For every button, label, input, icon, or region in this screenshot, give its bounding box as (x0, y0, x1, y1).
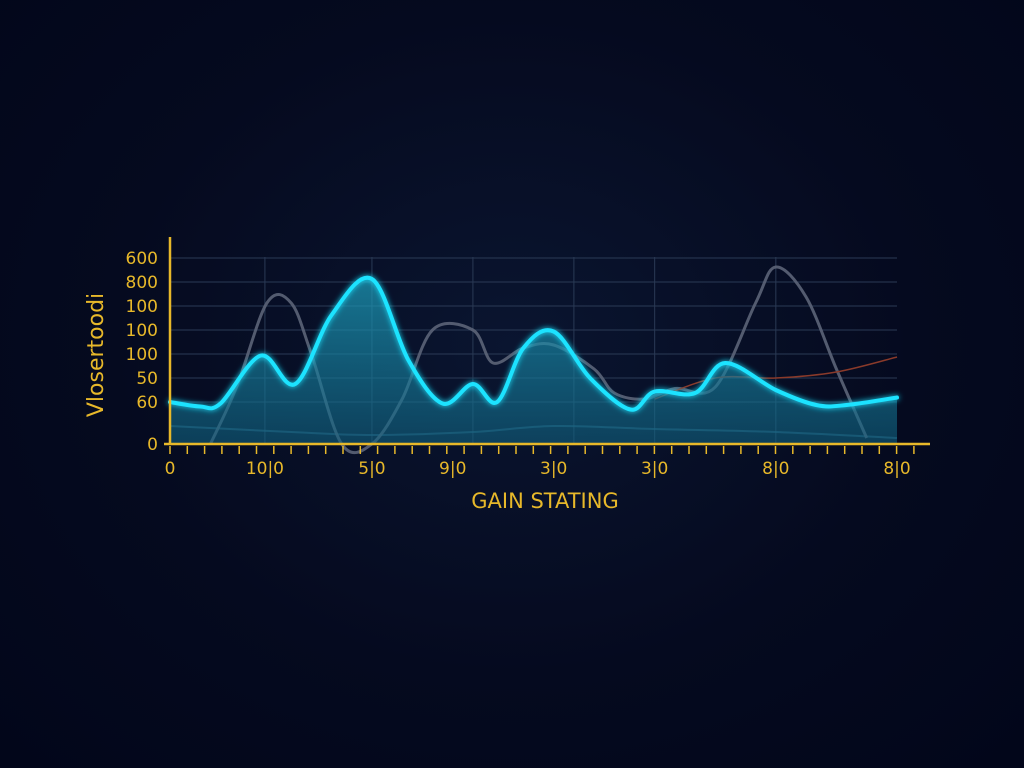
series-primary-line (168, 275, 899, 412)
ticks: 0 60 50 100 100 100 800 600 0 10|0 5|0 9|0 3|0 3|0 8|0… (126, 249, 911, 479)
grid (170, 257, 897, 444)
y-tick-label-4: 100 (126, 321, 158, 341)
x-axis-label: GAIN STATING (471, 489, 618, 513)
x-tick-label-3: 9|0 (439, 459, 466, 479)
x-tick-label-6: 8|0 (762, 459, 789, 479)
y-tick-label-5: 100 (126, 297, 158, 317)
y-tick-label-0: 0 (147, 435, 158, 455)
x-tick-label-5: 3|0 (641, 459, 668, 479)
x-tick-label-1: 10|0 (246, 459, 284, 479)
y-tick-label-6: 800 (126, 273, 158, 293)
series-layer (168, 265, 899, 455)
series-accent-line (654, 356, 898, 400)
x-tick-label-7: 8|0 (883, 459, 910, 479)
y-tick-label-1: 60 (136, 393, 158, 413)
series-primary-area (170, 277, 897, 444)
x-tick-label-0: 0 (165, 459, 176, 479)
y-tick-label-3: 100 (126, 345, 158, 365)
y-tick-label-7: 600 (126, 249, 158, 269)
x-tick-label-4: 3|0 (540, 459, 567, 479)
x-tick-label-2: 5|0 (358, 459, 385, 479)
axes (164, 237, 930, 454)
y-tick-label-2: 50 (136, 369, 158, 389)
y-axis-label: Vlosertoodi (84, 293, 109, 417)
